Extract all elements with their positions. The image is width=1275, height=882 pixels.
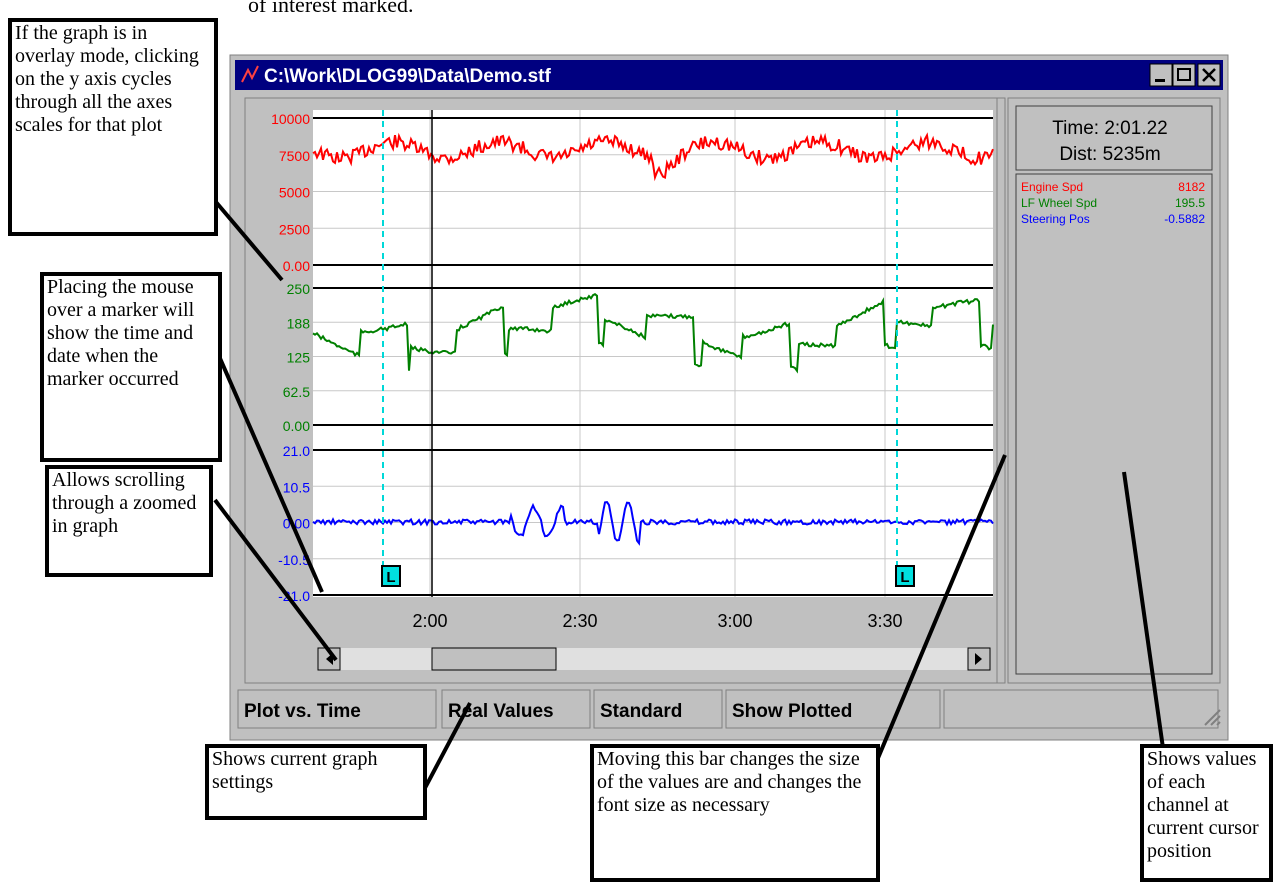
channel-value: 195.5 xyxy=(1175,196,1205,210)
marker-label: L xyxy=(386,569,395,586)
channel-name: Engine Spd xyxy=(1021,180,1083,194)
channel-value: -0.5882 xyxy=(1164,212,1205,226)
y-tick-label: 7500 xyxy=(279,148,310,164)
icon xyxy=(1202,68,1216,82)
window-title: C:\Work\DLOG99\Data\Demo.stf xyxy=(264,66,551,87)
scrollbar[interactable] xyxy=(318,648,990,670)
y-tick-label: 21.0 xyxy=(283,443,310,459)
y-tick-label: 5000 xyxy=(279,185,310,201)
status-pane xyxy=(593,689,723,729)
callout: Moving this bar changes the size of the … xyxy=(590,744,880,882)
trace xyxy=(312,293,994,374)
y-tick-label: 2500 xyxy=(279,221,310,237)
callout: Allows scrolling through a zoomed in gra… xyxy=(45,465,213,577)
callout: Placing the mouse over a marker will sho… xyxy=(40,272,222,462)
window-buttons xyxy=(1149,63,1221,87)
marker-label: L xyxy=(900,569,909,586)
app-icon xyxy=(241,65,259,83)
time-readout: Time: 2:01.22 xyxy=(1052,118,1167,139)
callout: Shows current graph settings xyxy=(205,744,427,820)
y-tick-label: 62.5 xyxy=(283,384,310,400)
y-tick-label: 0.00 xyxy=(283,258,310,274)
y-tick-label: 125 xyxy=(287,350,311,366)
marker[interactable] xyxy=(381,565,401,587)
scroll-thumb[interactable] xyxy=(431,647,557,671)
minimize-button[interactable] xyxy=(1149,63,1173,87)
y-tick-label: 10.5 xyxy=(283,479,310,495)
icon xyxy=(1177,68,1191,81)
x-tick-label: 2:30 xyxy=(562,611,597,631)
trace xyxy=(312,132,994,182)
callout-line xyxy=(1122,471,1165,749)
splitter[interactable] xyxy=(996,97,1006,684)
icon xyxy=(1155,79,1165,82)
callout-line xyxy=(423,702,472,789)
maximize-button[interactable] xyxy=(1172,63,1196,87)
trace xyxy=(312,501,994,546)
x-tick-label: 3:30 xyxy=(867,611,902,631)
status-text: Standard xyxy=(600,701,682,722)
y-tick-label: 188 xyxy=(287,315,311,331)
x-tick-label: 3:00 xyxy=(717,611,752,631)
channel-value: 8182 xyxy=(1178,180,1205,194)
callout: If the graph is in overlay mode, clickin… xyxy=(8,18,218,236)
dist-readout: Dist: 5235m xyxy=(1059,144,1160,165)
callout: Shows values of each channel at current … xyxy=(1140,744,1273,882)
y-tick-label: 10000 xyxy=(271,111,310,127)
y-tick-label: 0.00 xyxy=(283,418,310,434)
icon xyxy=(975,653,982,665)
time-box xyxy=(1015,105,1213,171)
status-text: Show Plotted xyxy=(732,701,852,722)
channel-box xyxy=(1015,173,1213,675)
top-text: of interest marked. xyxy=(248,0,414,17)
status-pane xyxy=(943,689,1219,729)
title-bar xyxy=(235,60,1223,90)
channel-name: Steering Pos xyxy=(1021,212,1090,226)
callout-line xyxy=(208,193,284,282)
callout-line xyxy=(210,339,324,593)
channel-name: LF Wheel Spd xyxy=(1021,196,1097,210)
callout-line xyxy=(871,454,1007,771)
status-text: Real Values xyxy=(448,701,554,722)
resize-grip xyxy=(1204,709,1221,726)
y-tick-label: -10.5 xyxy=(278,552,310,568)
x-tick-label: 2:00 xyxy=(412,611,447,631)
y-tick-label: 250 xyxy=(287,281,311,297)
status-text: Plot vs. Time xyxy=(244,701,361,722)
status-pane xyxy=(237,689,437,729)
callout-line xyxy=(213,498,338,662)
marker[interactable] xyxy=(895,565,915,587)
